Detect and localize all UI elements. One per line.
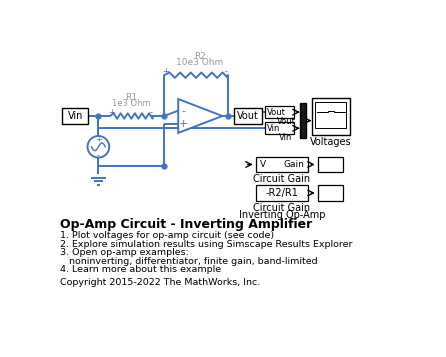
Text: -: - <box>182 106 186 116</box>
Text: 1. Plot voltages for op-amp circuit (see code): 1. Plot voltages for op-amp circuit (see… <box>60 231 275 241</box>
Circle shape <box>87 136 109 157</box>
Text: 1e3 Ohm: 1e3 Ohm <box>112 99 151 108</box>
Text: Gain: Gain <box>284 160 305 169</box>
Text: -: - <box>149 108 153 117</box>
Text: Vin: Vin <box>279 133 293 142</box>
Bar <box>311 98 350 135</box>
Text: Voltages: Voltages <box>310 137 352 147</box>
Bar <box>256 157 308 172</box>
Text: 2. Explore simulation results using Simscape Results Explorer: 2. Explore simulation results using Sims… <box>60 240 353 249</box>
Text: Vout: Vout <box>267 108 286 117</box>
Bar <box>234 108 262 124</box>
Text: 3. Open op-amp examples:: 3. Open op-amp examples: <box>60 248 189 257</box>
Text: R2: R2 <box>194 52 206 61</box>
Text: Vout: Vout <box>237 111 259 121</box>
Bar <box>265 106 294 118</box>
Text: Op-Amp Circuit - Inverting Amplifier: Op-Amp Circuit - Inverting Amplifier <box>60 218 313 231</box>
Bar <box>256 185 308 201</box>
Bar <box>300 103 306 138</box>
Text: -: - <box>225 67 228 76</box>
Text: Vin: Vin <box>67 111 83 121</box>
Bar <box>265 122 294 135</box>
Text: Circuit Gain: Circuit Gain <box>253 174 310 184</box>
Polygon shape <box>178 99 223 133</box>
Text: +: + <box>162 67 169 76</box>
Text: R1: R1 <box>125 93 137 102</box>
Text: Inverting Op-Amp: Inverting Op-Amp <box>239 210 325 220</box>
Text: Vout: Vout <box>277 117 295 126</box>
Text: +: + <box>95 135 102 144</box>
Text: V: V <box>260 160 266 169</box>
Bar <box>315 102 347 127</box>
Bar <box>318 185 343 201</box>
Text: 10e3 Ohm: 10e3 Ohm <box>176 58 223 67</box>
Text: +: + <box>179 119 188 129</box>
Text: -R2/R1: -R2/R1 <box>266 188 298 198</box>
Text: Circuit Gain: Circuit Gain <box>253 203 310 213</box>
Text: Copyright 2015-2022 The MathWorks, Inc.: Copyright 2015-2022 The MathWorks, Inc. <box>60 278 260 287</box>
Bar <box>318 157 343 172</box>
Text: 4. Learn more about this example: 4. Learn more about this example <box>60 265 222 275</box>
Text: -: - <box>97 151 100 160</box>
Text: noninverting, differentiator, finite gain, band-limited: noninverting, differentiator, finite gai… <box>60 257 318 266</box>
Bar <box>62 108 88 124</box>
Text: Vin: Vin <box>267 124 281 133</box>
Text: +: + <box>108 108 115 117</box>
